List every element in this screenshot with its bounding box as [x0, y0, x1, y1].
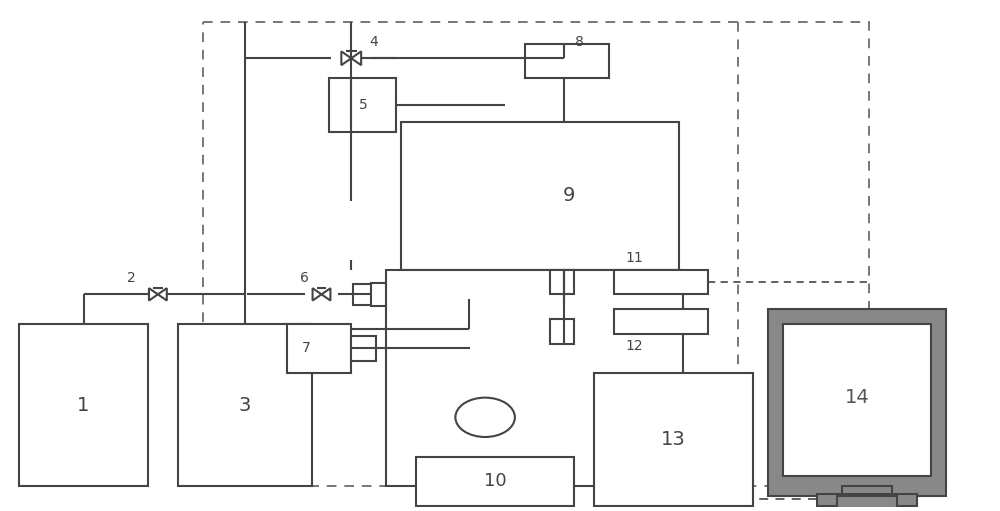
Bar	[837, 496, 897, 508]
Bar	[550, 319, 574, 343]
Text: 12: 12	[625, 339, 643, 354]
Text: 5: 5	[359, 99, 368, 112]
Bar	[371, 283, 401, 306]
Polygon shape	[313, 288, 322, 300]
Bar	[594, 373, 753, 506]
Bar	[351, 336, 376, 361]
Polygon shape	[158, 288, 167, 300]
Polygon shape	[322, 288, 330, 300]
Polygon shape	[351, 52, 361, 65]
Text: 1: 1	[77, 396, 90, 415]
Bar	[842, 486, 892, 506]
Text: 14: 14	[845, 388, 869, 407]
Text: 7: 7	[302, 341, 311, 356]
Polygon shape	[149, 288, 158, 300]
Bar	[783, 324, 931, 476]
Bar	[287, 324, 351, 373]
Text: 6: 6	[300, 271, 309, 285]
Polygon shape	[341, 52, 351, 65]
Bar	[329, 78, 396, 132]
Text: 9: 9	[563, 187, 576, 205]
Text: 4: 4	[370, 35, 378, 49]
Bar	[817, 494, 916, 506]
Text: 11: 11	[625, 251, 643, 265]
Bar	[768, 309, 946, 496]
Bar	[178, 324, 312, 486]
Text: 10: 10	[484, 472, 506, 490]
Bar	[386, 270, 683, 486]
Text: 2: 2	[127, 271, 135, 285]
Bar	[401, 122, 679, 270]
Bar	[455, 294, 515, 447]
Text: 13: 13	[661, 430, 686, 450]
Ellipse shape	[455, 398, 515, 437]
Text: 3: 3	[239, 396, 251, 415]
Bar	[353, 284, 389, 305]
Bar	[550, 270, 574, 294]
Text: 8: 8	[575, 35, 584, 49]
Bar	[525, 43, 609, 78]
Bar	[19, 324, 148, 486]
Bar	[614, 270, 708, 294]
Bar	[614, 309, 708, 334]
Bar	[469, 285, 503, 299]
Bar	[416, 457, 574, 506]
